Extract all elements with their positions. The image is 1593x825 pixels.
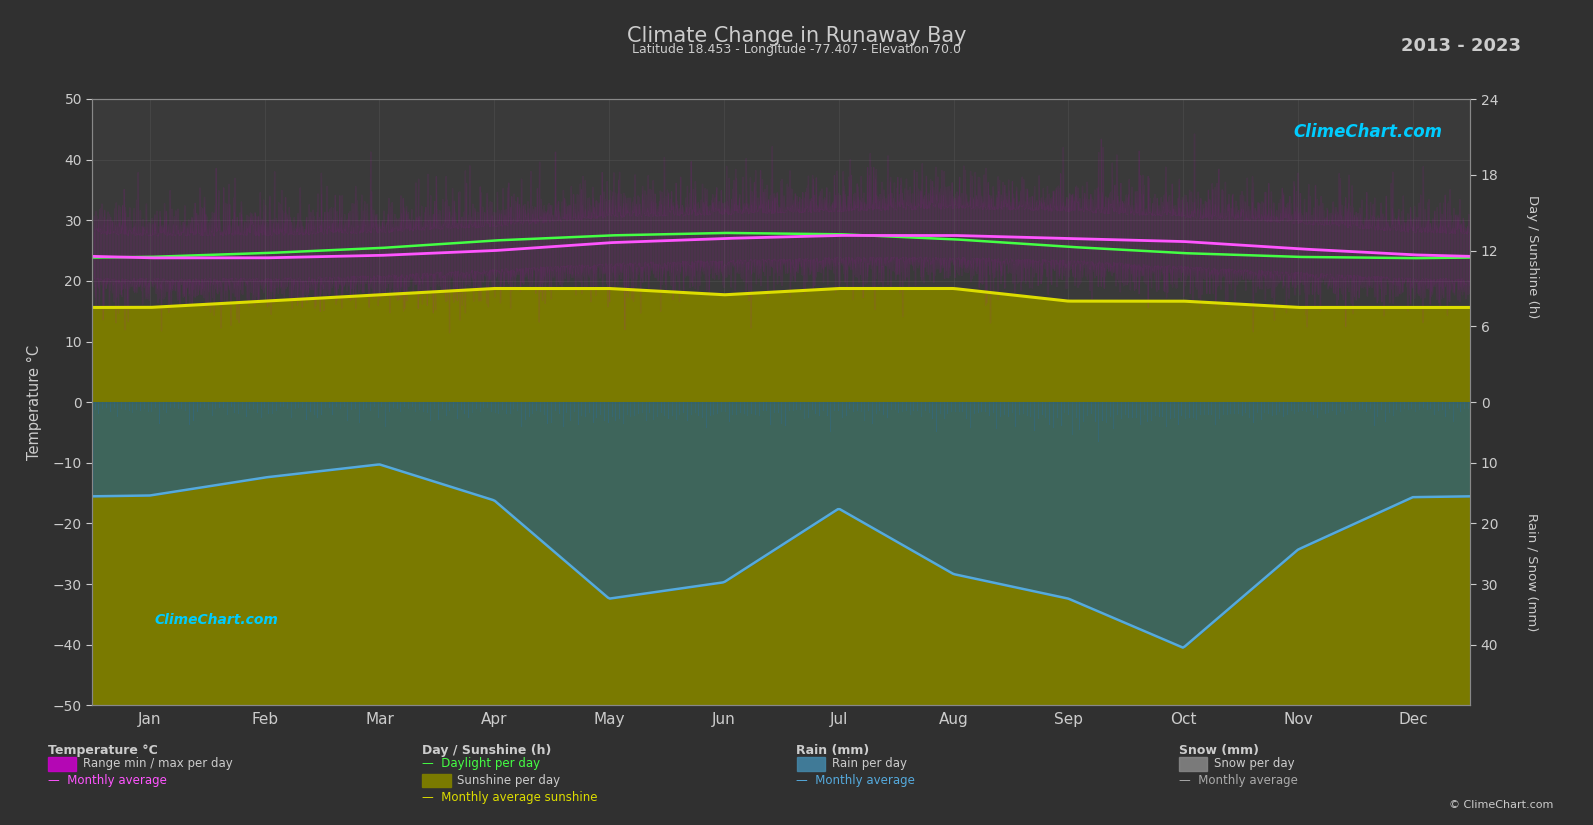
Text: Day / Sunshine (h): Day / Sunshine (h) <box>422 744 551 757</box>
Text: —  Daylight per day: — Daylight per day <box>422 757 540 771</box>
Text: ClimeChart.com: ClimeChart.com <box>155 612 279 626</box>
Text: —  Monthly average: — Monthly average <box>48 774 167 787</box>
Text: ClimeChart.com: ClimeChart.com <box>1294 123 1443 141</box>
Text: © ClimeChart.com: © ClimeChart.com <box>1448 800 1553 810</box>
Y-axis label: Temperature °C: Temperature °C <box>27 345 41 460</box>
Text: Range min / max per day: Range min / max per day <box>83 757 233 771</box>
Text: —  Monthly average sunshine: — Monthly average sunshine <box>422 791 597 804</box>
Text: Sunshine per day: Sunshine per day <box>457 774 561 787</box>
Text: Rain (mm): Rain (mm) <box>796 744 870 757</box>
Text: Snow (mm): Snow (mm) <box>1179 744 1258 757</box>
Text: 2013 - 2023: 2013 - 2023 <box>1402 37 1521 55</box>
Text: Temperature °C: Temperature °C <box>48 744 158 757</box>
Text: Rain / Snow (mm): Rain / Snow (mm) <box>1526 513 1539 631</box>
Text: Latitude 18.453 - Longitude -77.407 - Elevation 70.0: Latitude 18.453 - Longitude -77.407 - El… <box>632 43 961 56</box>
Text: Day / Sunshine (h): Day / Sunshine (h) <box>1526 195 1539 318</box>
Text: Rain per day: Rain per day <box>832 757 906 771</box>
Text: —  Monthly average: — Monthly average <box>1179 774 1298 787</box>
Text: Climate Change in Runaway Bay: Climate Change in Runaway Bay <box>626 26 967 46</box>
Text: Snow per day: Snow per day <box>1214 757 1295 771</box>
Text: —  Monthly average: — Monthly average <box>796 774 916 787</box>
